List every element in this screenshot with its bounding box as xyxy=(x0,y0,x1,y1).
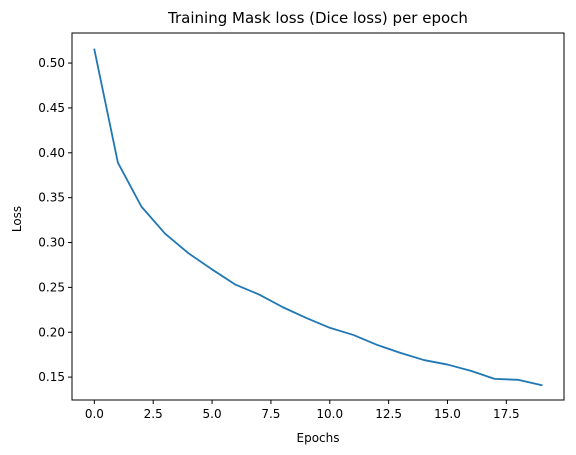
axes-frame xyxy=(71,32,565,401)
chart-title: Training Mask loss (Dice loss) per epoch xyxy=(167,9,468,27)
y-tick-label: 0.45 xyxy=(38,101,65,115)
y-tick-label: 0.40 xyxy=(38,146,65,160)
x-tick-label: 12.5 xyxy=(375,407,402,421)
x-tick-label: 0.0 xyxy=(85,407,104,421)
y-tick-label: 0.25 xyxy=(38,280,65,294)
x-axis-label: Epochs xyxy=(297,431,340,445)
x-tick-label: 5.0 xyxy=(203,407,222,421)
x-tick-label: 10.0 xyxy=(316,407,343,421)
y-tick-label: 0.30 xyxy=(38,236,65,250)
y-axis-ticks: 0.15 0.20 0.25 0.30 0.35 0.40 0.45 0.50 xyxy=(38,56,72,384)
y-tick-label: 0.15 xyxy=(38,370,65,384)
series-layer xyxy=(93,48,543,387)
y-tick-label: 0.35 xyxy=(38,191,65,205)
y-tick-label: 0.20 xyxy=(38,325,65,339)
loss-series-line xyxy=(93,48,543,387)
x-tick-label: 2.5 xyxy=(144,407,163,421)
y-axis-label: Loss xyxy=(10,206,24,232)
x-tick-label: 17.5 xyxy=(493,407,520,421)
x-tick-label: 7.5 xyxy=(261,407,280,421)
y-tick-label: 0.50 xyxy=(38,56,65,70)
x-tick-label: 15.0 xyxy=(434,407,461,421)
x-axis-ticks: 0.0 2.5 5.0 7.5 10.0 12.5 15.0 17.5 xyxy=(85,400,520,421)
